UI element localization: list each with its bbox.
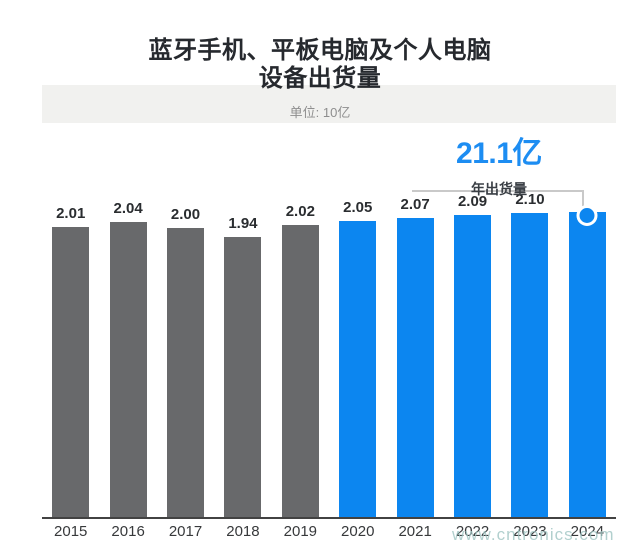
- watermark-text: www.cntronics.com: [452, 525, 615, 544]
- bar-column-2019: 2.02: [272, 185, 329, 518]
- chart-unit-subtitle: 单位: 10亿: [289, 105, 351, 120]
- bar-column-2020: 2.05: [329, 185, 386, 518]
- bar-column-2022: 2.09: [444, 185, 501, 518]
- bar-value-label-2021: 2.07: [400, 196, 430, 213]
- x-axis-labels: 2015 2016 2017 2018 2019 2020 2021 2022 2023 2024: [42, 523, 616, 540]
- x-tick-2022: 2022: [455, 523, 490, 540]
- bar-2022: [454, 215, 492, 518]
- bar-column-2018: 1.94: [214, 185, 271, 518]
- annotation-label: 年出货量: [471, 181, 527, 197]
- x-tick-2018: 2018: [226, 523, 260, 540]
- bar-value-label-2016: 2.04: [113, 200, 143, 217]
- x-tick-2023: 2023: [513, 523, 547, 540]
- bar-value-label-2018: 1.94: [228, 215, 258, 232]
- x-tick-2021: 2021: [398, 523, 432, 540]
- bar-value-label-2015: 2.01: [56, 205, 86, 222]
- highlight-annotation: 21.1亿 年出货量: [409, 128, 589, 199]
- chart-title: 蓝牙手机、平板电脑及个人电脑 设备出货量: [0, 37, 640, 93]
- bar-2018: [224, 237, 262, 518]
- bar-value-label-2019: 2.02: [285, 203, 315, 220]
- bar-value-label-2022: 2.09: [457, 193, 488, 210]
- bar-value-label-2023: 2.10: [515, 191, 545, 208]
- x-tick-2020: 2020: [341, 523, 375, 540]
- x-tick-2017: 2017: [168, 523, 203, 540]
- bar-column-2023: 2.10: [501, 185, 558, 518]
- annotation-bracket-line: [412, 190, 584, 206]
- chart-title-line2: 设备出货量: [258, 65, 382, 92]
- bar-column-2021: 2.07: [386, 185, 443, 518]
- bar-2024: [568, 205, 606, 518]
- x-tick-2015: 2015: [54, 523, 88, 540]
- bar-value-label-2020: 2.05: [343, 199, 373, 216]
- bar-column-2015: 2.01: [42, 185, 99, 518]
- plot-area: 2.01 2.04 2.00 1.94 2.02 2.05 2.07 2.09 2.10: [42, 185, 616, 518]
- x-tick-2024: 2024: [570, 523, 605, 540]
- x-tick-2016: 2016: [111, 523, 145, 540]
- annotation-value: 21.1亿: [456, 137, 542, 170]
- x-axis-line: [42, 517, 616, 519]
- bar-column-2017: 2.00: [157, 185, 214, 518]
- bar-2020: [339, 221, 377, 518]
- bar-2017: [167, 228, 205, 518]
- header-band: [42, 85, 616, 123]
- bar-2021: [396, 218, 434, 518]
- x-tick-2019: 2019: [283, 523, 318, 540]
- bar-column-2024: [559, 185, 616, 518]
- chart-title-line1: 蓝牙手机、平板电脑及个人电脑: [148, 37, 492, 64]
- highlight-circle-marker: [576, 205, 598, 226]
- bar-2023: [511, 213, 549, 518]
- bar-2015: [52, 227, 90, 518]
- bar-column-2016: 2.04: [99, 185, 156, 518]
- bar-2019: [281, 225, 319, 518]
- bar-value-label-2017: 2.00: [170, 206, 201, 223]
- bar-2016: [109, 222, 147, 518]
